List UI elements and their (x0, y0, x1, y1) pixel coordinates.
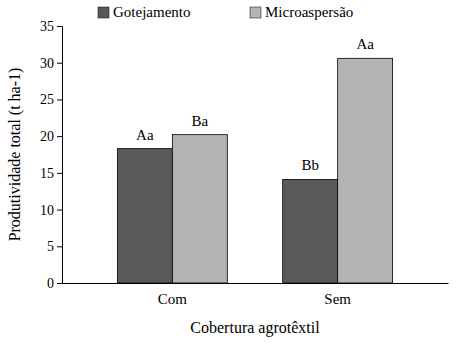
x-tick-label: Com (158, 291, 188, 307)
bar (338, 58, 393, 283)
y-tick: 0 (47, 276, 62, 291)
y-tick: 10 (40, 203, 62, 218)
y-tick-mark (57, 136, 62, 137)
y-tick-mark (57, 283, 62, 284)
y-tick-mark (57, 173, 62, 174)
annotation: Bb (301, 157, 319, 173)
y-tick: 25 (40, 92, 62, 107)
y-tick-label: 15 (40, 166, 54, 181)
chart: Aa Bb Ba Aa 0 5 10 15 20 25 30 35 Com SemCobertura ag… (0, 0, 471, 347)
y-tick: 20 (40, 129, 62, 144)
plot: Aa Bb Ba Aa 0 5 10 15 20 25 30 35 Com Sem (40, 19, 449, 307)
y-tick: 35 (40, 19, 62, 34)
y-tick-label: 5 (47, 239, 54, 254)
y-tick-mark (57, 246, 62, 247)
x-axis: Com Sem (63, 283, 449, 307)
y-tick-label: 35 (40, 19, 54, 34)
y-tick-mark (57, 63, 62, 64)
x-tick: Sem (324, 283, 351, 307)
x-axis-line (63, 283, 449, 284)
x-tick: Com (158, 283, 188, 307)
y-axis: 0 5 10 15 20 25 30 35 (40, 19, 63, 291)
x-tick-label: Sem (324, 291, 351, 307)
y-tick: 5 (47, 239, 62, 254)
bar (117, 149, 172, 283)
y-tick-mark (57, 210, 62, 211)
y-tick: 30 (40, 56, 62, 71)
y-tick-label: 30 (40, 56, 54, 71)
legend-swatch (98, 7, 109, 18)
y-tick-label: 25 (40, 92, 54, 107)
legend: Gotejamento Microaspersão (98, 4, 353, 20)
y-tick: 15 (40, 166, 62, 181)
annotation: Aa (356, 36, 374, 52)
bars (117, 58, 392, 283)
y-tick-mark (57, 26, 62, 27)
annotation: Ba (191, 113, 208, 129)
y-axis-line (57, 27, 63, 284)
legend-label: Microaspersão (265, 4, 353, 20)
x-axis-title: Cobertura agrotêxtil (190, 319, 320, 337)
y-axis-title: Produtividade total (t ha-1) (6, 68, 24, 242)
y-tick-label: 0 (47, 276, 54, 291)
annotation: Aa (136, 127, 154, 143)
bar (283, 179, 338, 283)
legend-swatch (250, 7, 261, 18)
y-tick-label: 20 (40, 129, 54, 144)
bar (172, 135, 227, 283)
legend-label: Gotejamento (113, 4, 190, 20)
y-tick-label: 10 (40, 203, 54, 218)
y-tick-mark (57, 99, 62, 100)
